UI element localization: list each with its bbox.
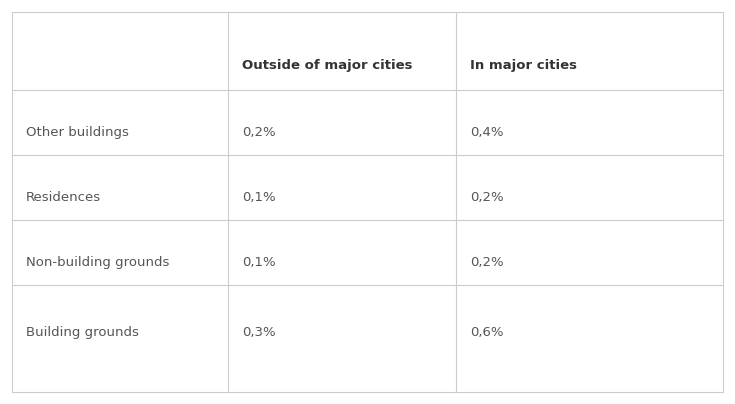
- Text: In major cities: In major cities: [470, 59, 577, 72]
- Text: 0,2%: 0,2%: [470, 256, 503, 269]
- Text: 0,2%: 0,2%: [470, 191, 503, 204]
- Text: Non-building grounds: Non-building grounds: [26, 256, 169, 269]
- Text: 0,1%: 0,1%: [242, 256, 276, 269]
- Text: Outside of major cities: Outside of major cities: [242, 59, 412, 72]
- Text: 0,2%: 0,2%: [242, 126, 276, 139]
- Text: 0,6%: 0,6%: [470, 326, 503, 339]
- Text: 0,4%: 0,4%: [470, 126, 503, 139]
- Text: Other buildings: Other buildings: [26, 126, 129, 139]
- Text: 0,3%: 0,3%: [242, 326, 276, 339]
- Text: Building grounds: Building grounds: [26, 326, 139, 339]
- Text: Residences: Residences: [26, 191, 101, 204]
- Text: 0,1%: 0,1%: [242, 191, 276, 204]
